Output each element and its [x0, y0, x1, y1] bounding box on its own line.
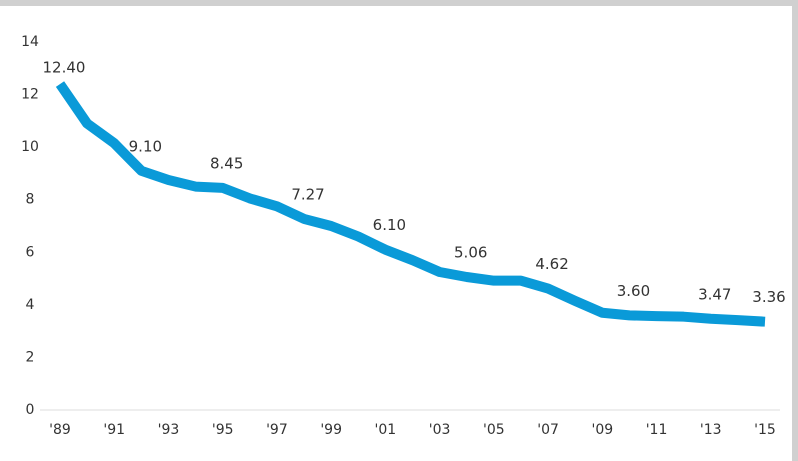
data-label: 8.45 — [210, 154, 243, 172]
y-tick-label: 0 — [26, 402, 35, 418]
y-tick-label: 12 — [21, 87, 39, 103]
data-line — [55, 81, 766, 327]
x-tick-label: '93 — [158, 422, 180, 438]
y-tick-label: 10 — [21, 139, 39, 155]
data-label: 6.10 — [373, 216, 406, 234]
y-tick-label: 14 — [21, 34, 39, 50]
x-tick-label: '05 — [483, 422, 505, 438]
data-label: 3.47 — [698, 285, 731, 303]
x-tick-label: '01 — [375, 422, 397, 438]
x-tick-label: '15 — [754, 422, 776, 438]
x-tick-label: '13 — [700, 422, 722, 438]
x-tick-label: '11 — [646, 422, 668, 438]
data-label: 3.36 — [752, 288, 785, 306]
y-tick-label: 6 — [26, 244, 35, 260]
x-tick-label: '95 — [212, 422, 234, 438]
data-label: 5.06 — [454, 243, 487, 261]
data-label: 12.40 — [43, 59, 86, 77]
x-tick-label: '07 — [537, 422, 559, 438]
data-label: 9.10 — [129, 137, 162, 155]
data-label: 4.62 — [535, 255, 568, 273]
data-label: 7.27 — [291, 185, 324, 203]
y-tick-label: 2 — [26, 349, 35, 365]
y-tick-label: 4 — [26, 297, 35, 313]
x-tick-label: '97 — [266, 422, 288, 438]
chart: 0 2 4 6 8 10 12 14 '89 '91 '93 '95 '97 '99 '01 '03 '05 '0… — [21, 34, 786, 438]
x-tick-label: '09 — [591, 422, 613, 438]
x-tick-label: '99 — [320, 422, 342, 438]
data-label: 3.60 — [617, 282, 650, 300]
x-tick-label: '89 — [49, 422, 71, 438]
x-tick-label: '91 — [103, 422, 125, 438]
y-tick-label: 8 — [26, 192, 35, 208]
x-tick-label: '03 — [429, 422, 451, 438]
